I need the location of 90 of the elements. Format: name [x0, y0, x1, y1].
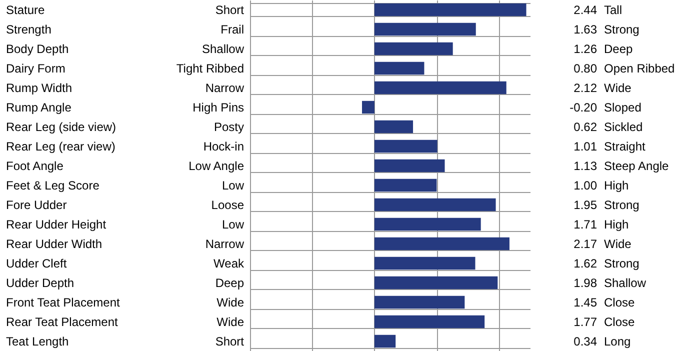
y-tick-label: Rear Udder Width — [6, 236, 102, 251]
y-tick-label: Rear Leg (side view) — [6, 120, 116, 134]
bar — [374, 159, 445, 172]
text: Low — [222, 217, 244, 232]
data-label: 1.00 — [574, 178, 598, 192]
data-label: 2.12 — [574, 80, 598, 95]
y2-tick-label: Shallow — [604, 276, 646, 290]
y-tick-label: Strength — [6, 22, 52, 36]
y2-tick-label: Long — [604, 334, 631, 348]
y-tick-label: Dairy Form — [6, 61, 66, 76]
bar — [374, 178, 437, 192]
data-label: -0.20 — [570, 100, 598, 114]
y2-tick-label: Open Ribbed — [604, 61, 675, 76]
bar — [374, 276, 498, 290]
bar — [362, 100, 374, 114]
y-tick-label: Rear Leg (rear view) — [6, 139, 116, 154]
y2-tick-label: Strong — [604, 198, 640, 212]
y2-tick-label: High — [604, 178, 629, 192]
text: Short — [215, 334, 245, 348]
y2-tick-label: Steep Angle — [604, 158, 670, 173]
text: High Pins — [192, 100, 244, 114]
data-label: 0.34 — [574, 334, 598, 348]
text: Low Angle — [188, 158, 244, 173]
y-tick-label: Teat Length — [6, 334, 69, 348]
data-label: 1.01 — [574, 139, 598, 154]
y-tick-label: Udder Cleft — [6, 256, 68, 270]
text: Wide — [216, 295, 244, 310]
text: Narrow — [205, 80, 244, 95]
data-label: 1.71 — [574, 217, 598, 232]
data-label: 1.45 — [574, 295, 598, 310]
y-tick-label: Body Depth — [6, 42, 69, 56]
y2-tick-label: Strong — [604, 256, 640, 270]
y2-tick-label: Straight — [604, 139, 646, 154]
data-label: 1.95 — [574, 198, 598, 212]
data-label: 1.26 — [574, 42, 598, 56]
y2-tick-label: Wide — [604, 80, 632, 95]
text: Low — [222, 178, 244, 192]
text: Frail — [220, 22, 244, 36]
bar — [374, 22, 476, 36]
text: Wide — [216, 314, 244, 329]
bar — [374, 256, 476, 270]
y2-tick-label: Strong — [604, 22, 640, 36]
y2-tick-label: High — [604, 217, 629, 232]
y2-tick-label: Close — [604, 295, 636, 310]
y-tick-label: Fore Udder — [6, 198, 67, 212]
bar — [374, 334, 396, 348]
data-label: 1.63 — [574, 22, 598, 36]
y-tick-label: Rear Udder Height — [6, 217, 107, 232]
text: Tight Ribbed — [176, 61, 244, 76]
data-label: 2.17 — [574, 236, 598, 251]
y-tick-label: Rump Width — [6, 80, 72, 95]
bar — [374, 81, 506, 94]
y2-tick-label: Wide — [604, 236, 632, 251]
text: Loose — [211, 198, 244, 212]
data-label: 1.62 — [574, 256, 598, 270]
data-label: 1.13 — [574, 158, 598, 173]
bar — [374, 42, 453, 56]
bar — [374, 120, 414, 134]
bar — [374, 296, 465, 309]
y2-tick-label: Tall — [604, 2, 622, 17]
y2-tick-label: Close — [604, 314, 636, 329]
bar — [374, 62, 424, 75]
bar — [374, 315, 485, 328]
data-label: 2.44 — [574, 2, 598, 17]
text: Hock-in — [203, 139, 244, 154]
y2-tick-label: Sickled — [604, 120, 643, 134]
bar — [374, 140, 438, 153]
bar — [374, 237, 510, 250]
y-tick-label: Foot Angle — [6, 158, 64, 173]
text: Shallow — [202, 42, 244, 56]
data-label: 1.98 — [574, 276, 598, 290]
data-label: 0.80 — [574, 61, 598, 76]
y-tick-label: Stature — [6, 2, 46, 17]
bar — [374, 3, 526, 16]
text: Deep — [215, 276, 244, 290]
text: Narrow — [205, 236, 244, 251]
data-label: 1.77 — [574, 314, 598, 329]
text: Posty — [214, 120, 244, 134]
y-tick-label: Udder Depth — [6, 276, 74, 290]
y2-tick-label: Sloped — [604, 100, 642, 114]
y-tick-label: Rear Teat Placement — [6, 314, 119, 329]
bar — [374, 198, 496, 212]
y-tick-label: Feet & Leg Score — [6, 178, 100, 192]
y2-tick-label: Deep — [604, 42, 634, 56]
text: Short — [215, 2, 245, 17]
y-tick-label: Front Teat Placement — [6, 295, 120, 310]
y-tick-label: Rump Angle — [6, 100, 72, 114]
data-label: 0.62 — [574, 120, 598, 134]
text: Weak — [214, 256, 245, 270]
bar — [374, 218, 481, 231]
